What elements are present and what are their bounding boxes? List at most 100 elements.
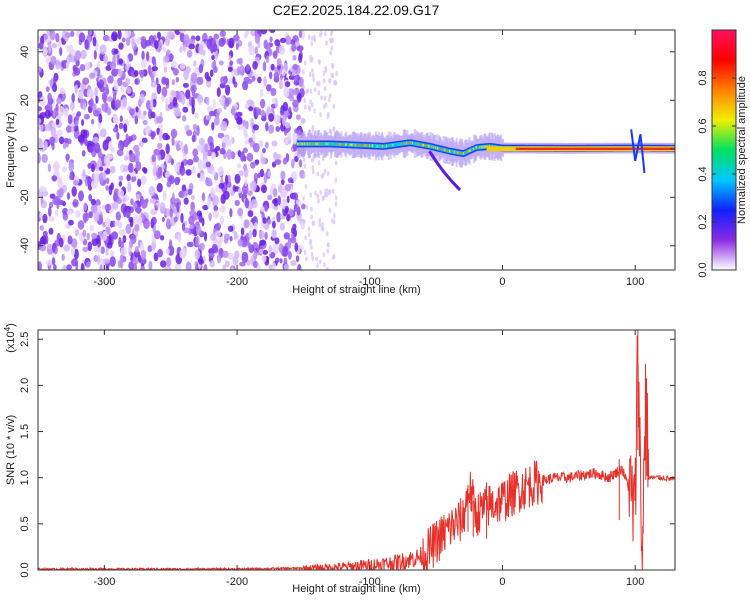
noise-cell	[253, 250, 258, 260]
noise-cell	[270, 87, 277, 97]
noise-cell	[247, 242, 251, 249]
noise-cell	[196, 76, 204, 86]
noise-cell	[279, 222, 285, 231]
noise-cell	[100, 153, 105, 164]
noise-cell	[111, 231, 119, 240]
noise-cell	[98, 113, 103, 124]
noise-cell	[207, 115, 212, 121]
fade-cell	[322, 78, 326, 84]
noise-cell	[164, 77, 170, 86]
noise-cell	[62, 264, 67, 270]
noise-cell	[52, 242, 56, 253]
noise-cell	[209, 260, 215, 268]
noise-cell	[103, 154, 111, 165]
noise-cell	[245, 120, 249, 130]
noise-cell	[274, 237, 280, 245]
noise-cell	[55, 59, 61, 70]
noise-cell	[164, 152, 170, 163]
noise-cell	[172, 68, 179, 76]
noise-cell	[107, 75, 114, 84]
noise-cell	[79, 64, 86, 72]
noise-cell	[100, 246, 105, 254]
noise-cell	[149, 198, 157, 204]
noise-cell	[143, 110, 147, 116]
fade-cell	[304, 235, 307, 241]
noise-cell	[65, 153, 69, 163]
fade-cell	[312, 169, 315, 175]
noise-cell	[39, 96, 46, 107]
noise-cell	[257, 42, 261, 49]
noise-cell	[219, 215, 225, 225]
noise-cell	[101, 91, 107, 103]
noise-cell	[118, 229, 126, 236]
noise-cell	[262, 217, 268, 224]
noise-cell	[134, 115, 139, 125]
noise-cell	[120, 84, 124, 93]
noise-cell	[68, 219, 74, 226]
noise-cell	[92, 109, 100, 117]
noise-cell	[48, 206, 52, 217]
noise-cell	[75, 210, 81, 218]
noise-cell	[209, 110, 215, 117]
noise-cell	[191, 86, 195, 98]
noise-cell	[165, 170, 170, 178]
noise-cell	[254, 33, 261, 44]
noise-cell	[262, 147, 266, 154]
noise-cell	[151, 66, 159, 72]
noise-cell	[250, 198, 258, 209]
noise-cell	[244, 198, 250, 209]
noise-cell	[140, 266, 145, 270]
noise-cell	[292, 136, 297, 145]
noise-cell	[181, 184, 187, 192]
noise-cell	[163, 161, 167, 172]
fade-cell	[317, 59, 321, 65]
noise-cell	[237, 124, 244, 130]
noise-cell	[118, 237, 122, 248]
noise-cell	[213, 43, 218, 52]
fade-cell	[324, 31, 327, 37]
noise-cell	[150, 131, 155, 140]
noise-cell	[213, 33, 220, 40]
noise-cell	[39, 243, 47, 252]
noise-cell	[109, 256, 116, 267]
noise-cell	[81, 119, 85, 126]
fade-cell	[310, 41, 313, 47]
fade-cell	[333, 79, 337, 85]
x-tick-label: -200	[226, 576, 248, 588]
noise-cell	[165, 248, 170, 255]
noise-cell	[113, 91, 117, 101]
noise-cell	[232, 255, 239, 266]
x-tick-label: -300	[93, 576, 115, 588]
fade-cell	[327, 171, 330, 176]
noise-cell	[282, 246, 289, 258]
noise-cell	[292, 142, 298, 152]
noise-cell	[206, 96, 210, 106]
noise-cell	[268, 124, 275, 134]
fade-cell	[325, 192, 329, 198]
fade-cell	[307, 34, 311, 40]
noise-cell	[116, 197, 123, 205]
noise-cell	[272, 229, 277, 239]
noise-cell	[110, 98, 116, 110]
noise-cell	[265, 122, 269, 132]
noise-cell	[80, 263, 85, 270]
noise-cell	[118, 142, 123, 150]
noise-cell	[38, 139, 44, 150]
noise-cell	[178, 190, 184, 198]
noise-cell	[298, 78, 304, 87]
noise-cell	[88, 145, 94, 153]
y-tick-label: 2.0	[19, 378, 31, 393]
fade-cell	[325, 40, 328, 46]
x-tick-label: -100	[359, 576, 381, 588]
noise-cell	[238, 187, 242, 194]
noise-cell	[178, 93, 182, 103]
noise-cell	[258, 248, 263, 255]
noise-cell	[165, 143, 170, 155]
noise-cell	[258, 108, 262, 116]
noise-cell	[212, 210, 220, 219]
noise-cell	[272, 50, 278, 60]
noise-cell	[209, 69, 214, 77]
noise-cell	[135, 193, 141, 201]
noise-cell	[114, 221, 118, 227]
